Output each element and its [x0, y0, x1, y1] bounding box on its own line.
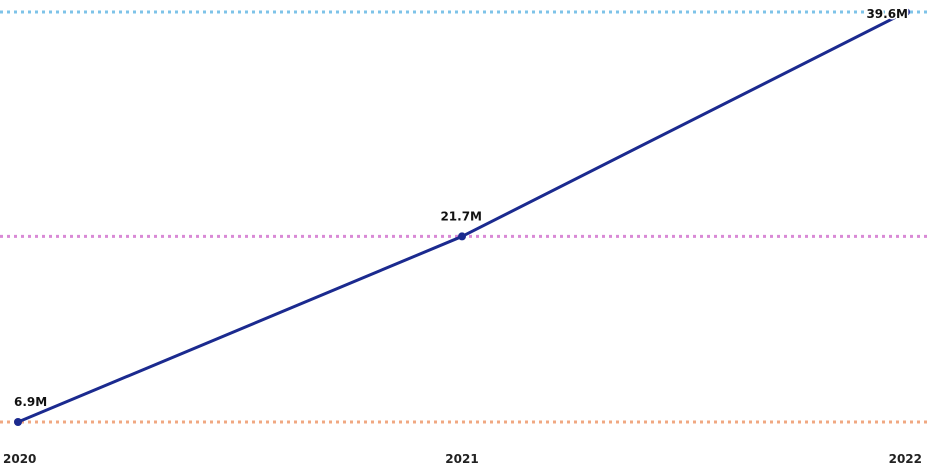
x-axis-tick-labels: 2020 2021 2022: [3, 452, 922, 466]
data-point-2022: [902, 8, 910, 16]
x-tick-label-2022: 2022: [889, 452, 922, 466]
data-labels: 6.9M 21.7M 39.6M: [13, 6, 910, 411]
data-label-2022: 39.6M: [866, 7, 908, 21]
data-point-2021: [458, 232, 466, 241]
x-tick-label-2021: 2021: [445, 452, 478, 466]
x-tick-label-2020: 2020: [3, 452, 36, 466]
data-label-2020: 6.9M: [14, 395, 47, 409]
data-label-2021: 21.7M: [440, 209, 482, 223]
data-point-2020: [14, 418, 22, 426]
data-points: [14, 8, 910, 426]
